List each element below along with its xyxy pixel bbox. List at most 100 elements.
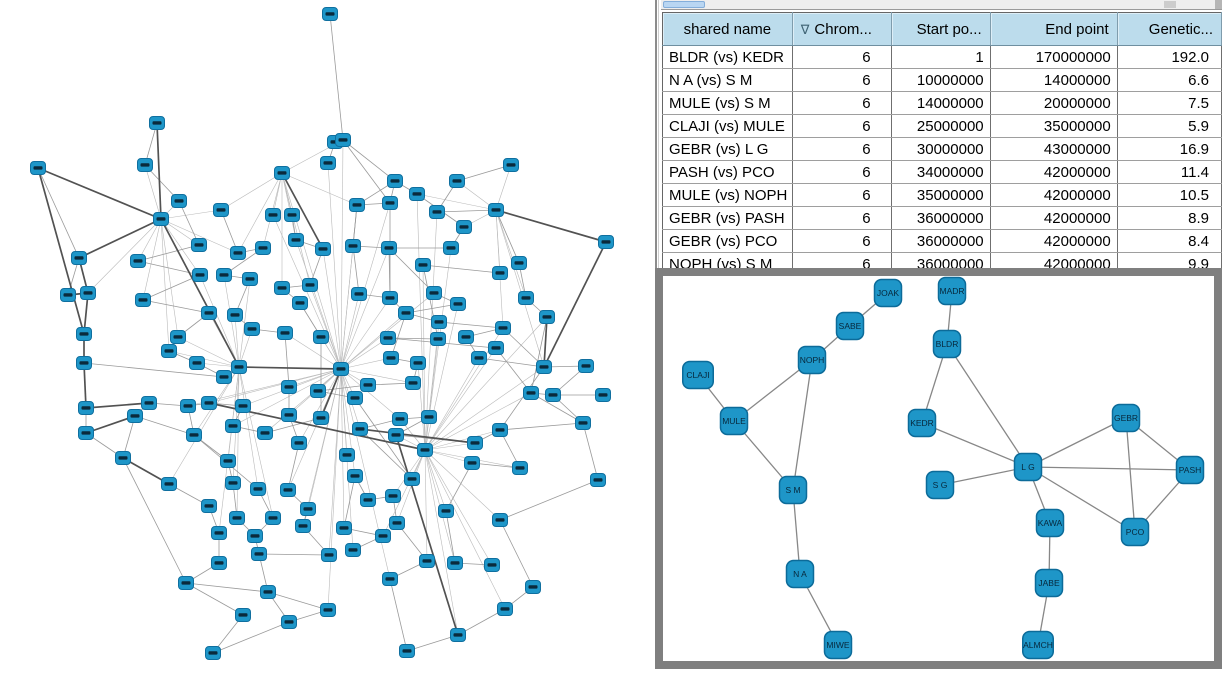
network-node[interactable] (280, 483, 296, 497)
table-cell[interactable]: 34000000 (891, 160, 991, 184)
column-header-shared-name[interactable]: shared name (662, 12, 793, 46)
table-cell[interactable]: 8.4 (1117, 229, 1222, 253)
network-node-jabe[interactable]: JABE (1034, 568, 1064, 598)
network-node-s-g[interactable]: S G (925, 470, 955, 500)
network-node[interactable] (431, 315, 447, 329)
network-node[interactable] (449, 174, 465, 188)
network-node[interactable] (388, 428, 404, 442)
network-node[interactable] (430, 332, 446, 346)
network-node[interactable] (333, 362, 349, 376)
network-node[interactable] (213, 203, 229, 217)
network-node[interactable] (488, 203, 504, 217)
network-node[interactable] (352, 422, 368, 436)
network-node[interactable] (419, 554, 435, 568)
table-cell[interactable]: 6 (792, 114, 892, 138)
network-node[interactable] (381, 241, 397, 255)
table-cell[interactable]: 10.5 (1117, 183, 1222, 207)
network-node[interactable] (178, 576, 194, 590)
network-node[interactable] (260, 585, 276, 599)
network-node[interactable] (464, 456, 480, 470)
network-node[interactable] (247, 529, 263, 543)
network-node[interactable] (251, 547, 267, 561)
network-node[interactable] (30, 161, 46, 175)
network-node[interactable] (76, 327, 92, 341)
network-node[interactable] (180, 399, 196, 413)
network-node[interactable] (127, 409, 143, 423)
network-node-l-g[interactable]: L G (1013, 452, 1043, 482)
network-node[interactable] (161, 477, 177, 491)
network-node[interactable] (78, 401, 94, 415)
column-header-chrom[interactable]: ∇ Chrom... (792, 12, 892, 46)
network-node[interactable] (345, 239, 361, 253)
network-node[interactable] (380, 331, 396, 345)
network-node[interactable] (191, 238, 207, 252)
network-node-kawa[interactable]: KAWA (1035, 508, 1065, 538)
network-node[interactable] (503, 158, 519, 172)
network-node-miwe[interactable]: MIWE (823, 630, 853, 660)
panel-splitter[interactable] (655, 0, 657, 268)
table-row[interactable]: GEBR (vs) PCO 6 36000000 42000000 8.4 (662, 229, 1222, 253)
network-node-madr[interactable]: MADR (937, 276, 967, 306)
table-cell[interactable]: 192.0 (1117, 45, 1222, 69)
network-node[interactable] (244, 322, 260, 336)
network-node[interactable] (450, 297, 466, 311)
network-node-sabe[interactable]: SABE (835, 311, 865, 341)
network-node[interactable] (575, 416, 591, 430)
network-node[interactable] (429, 205, 445, 219)
table-cell[interactable]: 10000000 (891, 68, 991, 92)
network-node[interactable] (205, 646, 221, 660)
network-node-kedr[interactable]: KEDR (907, 408, 937, 438)
network-node[interactable] (281, 615, 297, 629)
network-node[interactable] (347, 469, 363, 483)
network-node[interactable] (417, 443, 433, 457)
network-node[interactable] (539, 310, 555, 324)
network-node[interactable] (295, 519, 311, 533)
table-row[interactable]: GEBR (vs) L G 6 30000000 43000000 16.9 (662, 137, 1222, 161)
network-node-n-a[interactable]: N A (785, 559, 815, 589)
table-cell[interactable]: 8.9 (1117, 206, 1222, 230)
network-node[interactable] (492, 266, 508, 280)
network-node[interactable] (484, 558, 500, 572)
table-cell[interactable]: 20000000 (990, 91, 1118, 115)
network-node[interactable] (578, 359, 594, 373)
network-node[interactable] (310, 384, 326, 398)
network-node[interactable] (149, 116, 165, 130)
table-cell[interactable]: PASH (vs) PCO (662, 160, 793, 184)
table-cell[interactable]: 6 (792, 91, 892, 115)
network-node[interactable] (257, 426, 273, 440)
network-node[interactable] (415, 258, 431, 272)
network-node[interactable] (488, 341, 504, 355)
network-node[interactable] (421, 410, 437, 424)
column-header-start-po[interactable]: Start po... (891, 12, 991, 46)
network-node[interactable] (450, 628, 466, 642)
network-node-mule[interactable]: MULE (719, 406, 749, 436)
network-node[interactable] (250, 482, 266, 496)
network-node[interactable] (523, 386, 539, 400)
network-node[interactable] (277, 326, 293, 340)
table-cell[interactable]: 14000000 (891, 91, 991, 115)
table-row[interactable]: PASH (vs) PCO 6 34000000 42000000 11.4 (662, 160, 1222, 184)
table-cell[interactable]: 6 (792, 183, 892, 207)
network-node[interactable] (471, 351, 487, 365)
table-cell[interactable]: 11.4 (1117, 160, 1222, 184)
network-node[interactable] (201, 499, 217, 513)
table-cell[interactable]: GEBR (vs) PCO (662, 229, 793, 253)
network-node[interactable] (598, 235, 614, 249)
network-node[interactable] (288, 233, 304, 247)
network-node[interactable] (383, 351, 399, 365)
table-cell[interactable]: 16.9 (1117, 137, 1222, 161)
network-node[interactable] (235, 399, 251, 413)
network-node[interactable] (192, 268, 208, 282)
network-node[interactable] (230, 246, 246, 260)
network-node[interactable] (265, 511, 281, 525)
network-node[interactable] (389, 516, 405, 530)
network-node[interactable] (387, 174, 403, 188)
table-cell[interactable]: 6 (792, 45, 892, 69)
table-cell[interactable]: 30000000 (891, 137, 991, 161)
column-header-end-point[interactable]: End point (990, 12, 1118, 46)
network-node[interactable] (426, 286, 442, 300)
network-node[interactable] (300, 502, 316, 516)
network-node[interactable] (525, 580, 541, 594)
network-node[interactable] (336, 521, 352, 535)
network-node[interactable] (595, 388, 611, 402)
